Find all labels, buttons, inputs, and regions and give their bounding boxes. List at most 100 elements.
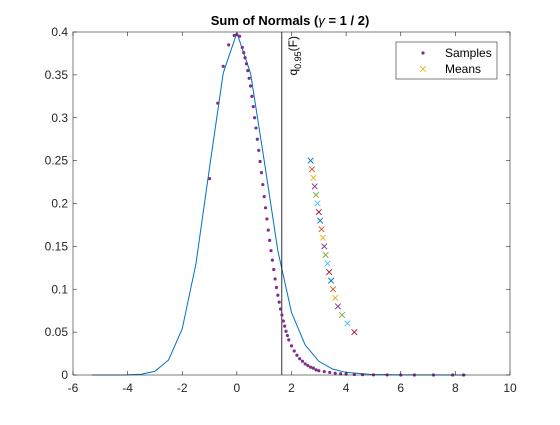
sample-point — [283, 324, 287, 328]
quantile-label-base: q — [286, 69, 300, 76]
sample-point — [227, 43, 231, 47]
y-tick-label: 0.05 — [45, 325, 69, 339]
sample-point — [314, 368, 318, 372]
legend: Samples Means — [395, 41, 498, 80]
mean-marker — [314, 200, 321, 207]
sample-point — [263, 206, 268, 210]
x-tick-label: 4 — [343, 381, 350, 395]
axes-layer: -6 -4 -2 0 2 4 6 8 10 0 0.05 0.1 0.15 0.2 0.25 0.3 0.35 0… — [45, 25, 517, 395]
y-tick-label: 0.2 — [51, 197, 68, 211]
sample-point — [360, 373, 365, 377]
sample-point — [248, 84, 253, 88]
sample-point — [261, 183, 265, 187]
mean-marker — [307, 157, 314, 164]
sample-point — [246, 68, 250, 73]
x-tick-label: 10 — [503, 381, 517, 395]
means-layer — [307, 157, 358, 336]
sample-point — [247, 76, 251, 80]
sample-point — [292, 349, 296, 353]
sample-point — [277, 300, 281, 304]
mean-marker — [332, 294, 339, 301]
legend-label: Samples — [445, 46, 492, 60]
mean-marker — [311, 183, 318, 190]
sample-point — [207, 177, 212, 181]
sample-point — [257, 148, 261, 152]
mean-marker — [338, 311, 346, 319]
sample-point — [221, 64, 225, 68]
mean-marker — [351, 329, 358, 336]
sample-point — [280, 313, 284, 317]
sample-point — [311, 366, 315, 370]
mean-marker — [315, 208, 322, 216]
sample-point — [333, 371, 337, 375]
sample-point — [238, 34, 242, 38]
mean-marker — [322, 251, 329, 259]
plot-background — [73, 32, 510, 375]
sample-point — [272, 267, 276, 272]
mean-marker — [327, 277, 335, 284]
chart-title-prefix: Sum of Normals ( — [211, 13, 319, 28]
sample-point — [328, 370, 332, 375]
sample-point — [253, 116, 257, 120]
mean-marker — [329, 286, 337, 293]
quantile-label-suffix: (F) — [286, 36, 300, 51]
mean-marker — [317, 217, 324, 224]
sample-point — [303, 362, 307, 366]
x-tick-label: 6 — [397, 381, 404, 395]
y-tick-label: 0.4 — [51, 25, 68, 39]
legend-marker-means — [419, 65, 427, 73]
sample-point — [285, 333, 290, 338]
x-tick-label: -4 — [122, 381, 133, 395]
sample-point — [352, 372, 356, 377]
mean-marker — [308, 166, 316, 173]
mean-marker — [321, 243, 328, 250]
sample-point — [300, 359, 305, 363]
x-tick-label: 2 — [288, 381, 295, 395]
mean-marker — [318, 226, 325, 233]
x-tick-label: -6 — [68, 381, 79, 395]
mean-marker — [334, 303, 342, 310]
sample-point — [298, 357, 302, 361]
sample-point — [254, 126, 258, 130]
sample-point — [232, 33, 236, 38]
mean-marker — [312, 191, 320, 199]
quantile-label-subscript: 0.95 — [293, 51, 303, 69]
quantile-label: q0.95(F) — [286, 36, 303, 76]
mean-marker — [326, 268, 333, 276]
mean-marker — [310, 174, 317, 181]
x-tick-label: 8 — [452, 381, 459, 395]
sample-point — [258, 159, 262, 164]
sample-point — [295, 353, 299, 357]
sample-point — [306, 363, 310, 368]
y-tick-label: 0 — [61, 368, 68, 382]
x-tick-label: -2 — [177, 381, 188, 395]
chart-title-suffix: = 1 / 2) — [325, 13, 369, 28]
quantile-line-layer: q0.95(F) — [281, 32, 303, 375]
chart-title-gamma: γ — [318, 13, 326, 28]
y-tick-label: 0.35 — [45, 68, 69, 82]
samples-layer — [207, 32, 466, 377]
y-tick-label: 0.3 — [51, 111, 68, 125]
sample-point — [278, 307, 283, 311]
sample-point — [274, 285, 279, 290]
sample-point — [262, 195, 266, 199]
y-tick-label: 0.1 — [51, 282, 68, 296]
x-tick-label: 0 — [234, 381, 241, 395]
plot-area — [73, 32, 510, 375]
sample-point — [309, 365, 313, 369]
sample-point — [317, 369, 321, 373]
sample-point — [250, 94, 254, 98]
sample-point — [265, 217, 269, 221]
sample-point — [266, 228, 270, 232]
sample-point — [240, 45, 244, 50]
sample-point — [244, 62, 249, 66]
sample-point — [339, 372, 343, 376]
y-tick-label: 0.25 — [45, 154, 69, 168]
sample-point — [322, 369, 326, 374]
sample-point — [273, 277, 277, 281]
chart-title: Sum of Normals (γ = 1 / 2) — [211, 13, 370, 28]
sample-point — [289, 344, 294, 348]
legend-label: Means — [445, 62, 481, 76]
